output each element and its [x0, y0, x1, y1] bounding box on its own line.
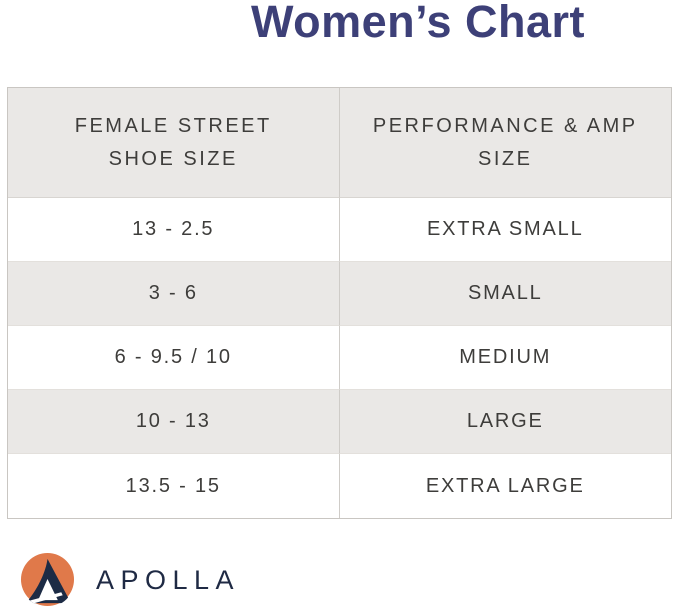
table-cell-product-size: MEDIUM — [339, 326, 671, 390]
brand-lockup: APOLLA — [20, 552, 240, 609]
column-header-performance-amp-size: PERFORMANCE & AMP SIZE — [339, 88, 671, 198]
table-cell-shoe-size: 13.5 - 15 — [8, 454, 340, 518]
size-table: FEMALE STREET SHOE SIZE PERFORMANCE & AM… — [7, 87, 672, 519]
table-cell-shoe-size: 10 - 13 — [8, 390, 340, 454]
table-cell-shoe-size: 3 - 6 — [8, 262, 340, 326]
table-cell-product-size: SMALL — [339, 262, 671, 326]
table-cell-shoe-size: 6 - 9.5 / 10 — [8, 326, 340, 390]
table-cell-shoe-size: 13 - 2.5 — [8, 198, 340, 262]
table-cell-product-size: EXTRA LARGE — [425, 474, 585, 497]
page-title: Women’s Chart — [250, 0, 586, 47]
column-header-shoe-size: FEMALE STREET SHOE SIZE — [8, 88, 340, 198]
apolla-a-icon — [20, 553, 75, 607]
brand-name: APOLLA — [96, 565, 241, 595]
table-cell-product-size: EXTRA SMALL — [339, 198, 671, 262]
table-cell-product-size: LARGE — [339, 390, 671, 454]
